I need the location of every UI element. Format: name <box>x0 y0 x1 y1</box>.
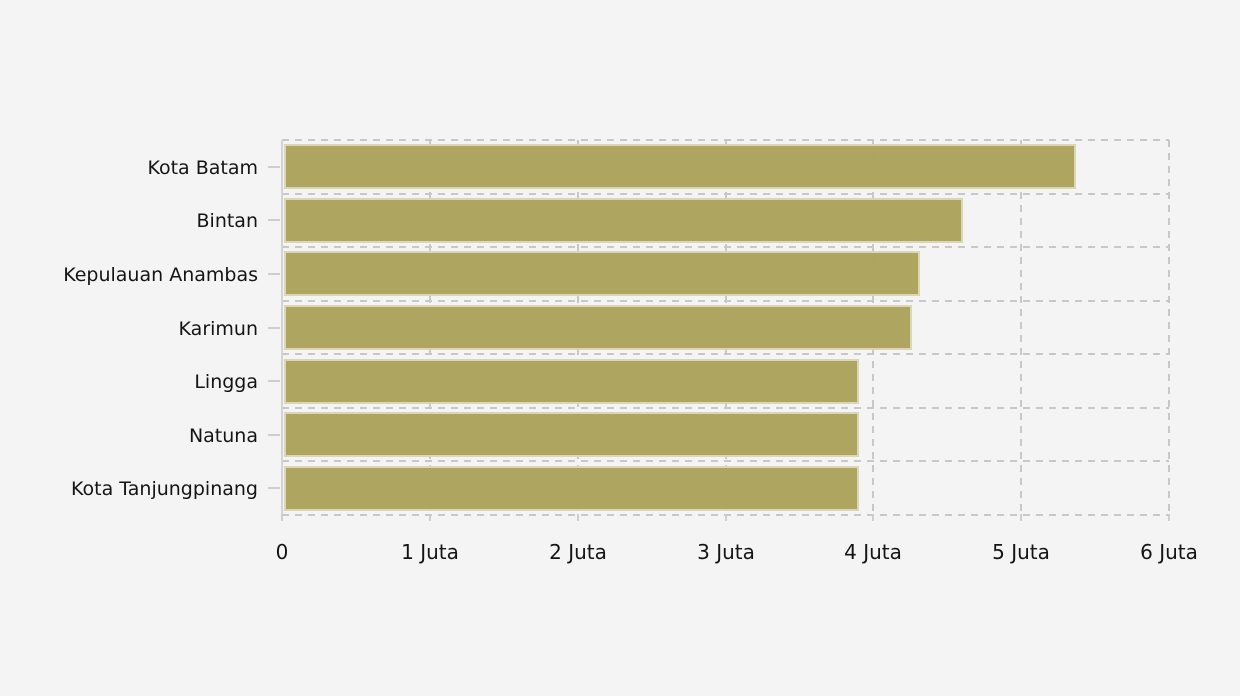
y-tick-mark <box>268 434 280 436</box>
x-tick-label: 4 Juta <box>844 540 902 564</box>
vertical-gridline <box>1168 140 1170 515</box>
y-tick-label: Karimun <box>178 318 258 340</box>
x-tick-label: 3 Juta <box>697 540 755 564</box>
x-tick-mark <box>577 514 579 521</box>
bar-kota-tanjungpinang[interactable] <box>284 466 859 511</box>
y-tick-label: Kota Batam <box>147 157 258 179</box>
x-tick-label: 5 Juta <box>992 540 1050 564</box>
bar-karimun[interactable] <box>284 305 912 350</box>
bar-natuna[interactable] <box>284 412 859 457</box>
y-tick-mark <box>268 380 280 382</box>
y-tick-mark <box>268 166 280 168</box>
chart-title-space <box>0 0 1240 140</box>
y-tick-label: Kepulauan Anambas <box>63 264 258 286</box>
y-tick-label: Lingga <box>194 371 258 393</box>
y-axis-line <box>281 140 283 515</box>
x-tick-mark <box>725 514 727 521</box>
y-tick-mark <box>268 273 280 275</box>
x-tick-label: 0 <box>275 540 289 564</box>
x-tick-mark <box>1168 514 1170 521</box>
y-tick-label: Natuna <box>188 425 258 447</box>
y-tick-mark <box>268 487 280 489</box>
y-tick-label: Kota Tanjungpinang <box>71 478 258 500</box>
x-tick-label: 2 Juta <box>549 540 607 564</box>
x-tick-mark <box>429 514 431 521</box>
bar-kepulauan-anambas[interactable] <box>284 251 920 296</box>
x-tick-mark <box>281 514 283 521</box>
x-tick-label: 1 Juta <box>401 540 459 564</box>
vertical-gridline <box>1020 140 1022 515</box>
plot-area <box>281 139 1170 516</box>
x-tick-mark <box>1020 514 1022 521</box>
bar-kota-batam[interactable] <box>284 144 1076 189</box>
y-tick-label: Bintan <box>196 210 259 232</box>
bar-bintan[interactable] <box>284 198 963 243</box>
y-tick-mark <box>268 219 280 221</box>
x-tick-label: 6 Juta <box>1140 540 1198 564</box>
bar-lingga[interactable] <box>284 359 859 404</box>
x-tick-mark <box>872 514 874 521</box>
y-tick-mark <box>268 327 280 329</box>
